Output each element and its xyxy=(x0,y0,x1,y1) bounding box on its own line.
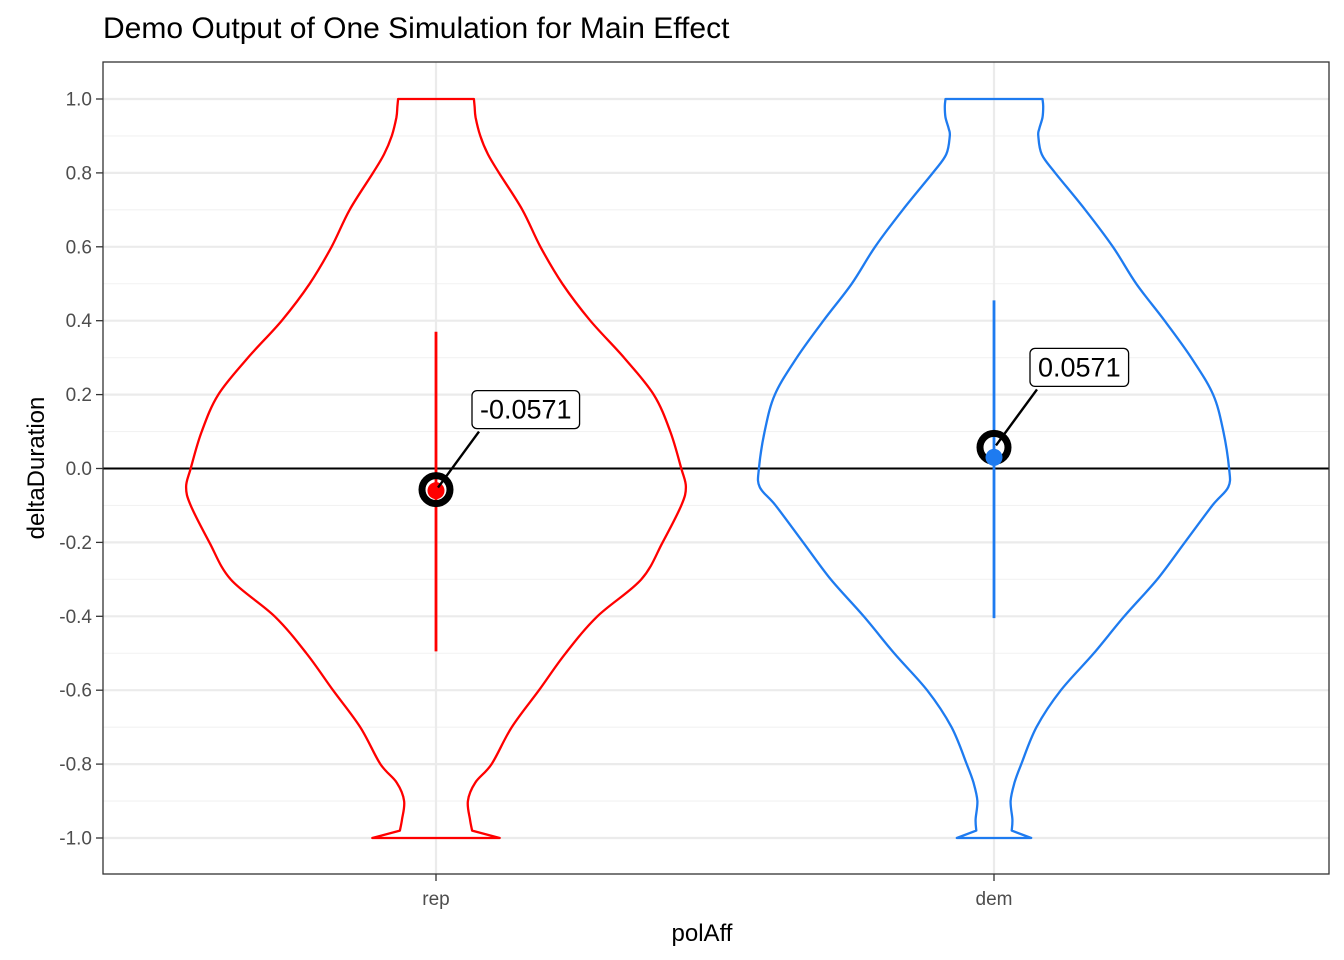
y-tick-label: -0.8 xyxy=(59,755,92,776)
y-tick-label: 1.0 xyxy=(66,90,92,111)
x-axis: rep dem xyxy=(422,874,1012,910)
value-label-box-rep xyxy=(471,389,581,430)
y-tick-label: 0.6 xyxy=(66,237,92,258)
x-axis-title: polAff xyxy=(672,920,733,947)
y-tick-label: -0.4 xyxy=(59,607,92,628)
mean-point-rep xyxy=(427,482,445,500)
mean-point-dem xyxy=(985,448,1003,466)
violin-group xyxy=(184,97,1232,840)
y-tick-label: 0.8 xyxy=(66,163,92,184)
y-axis-title: deltaDuration xyxy=(23,397,50,540)
x-tick-label: dem xyxy=(976,889,1013,910)
label-leader-rep xyxy=(437,430,480,489)
value-label-box-dem xyxy=(1029,347,1130,388)
y-tick-label: -1.0 xyxy=(59,829,92,850)
y-tick-label: -0.6 xyxy=(59,681,92,702)
label-leader-dem xyxy=(995,388,1038,447)
highlight-circle-rep xyxy=(418,472,454,508)
y-tick-label: -0.2 xyxy=(59,533,92,554)
violin-rep xyxy=(184,97,688,840)
y-tick-label: 0.2 xyxy=(66,385,92,406)
y-tick-label: 0.0 xyxy=(66,459,92,480)
value-label-rep: -0.0571 xyxy=(480,395,572,425)
point-range-group: -0.0571 0.0571 xyxy=(418,300,1130,652)
violin-dem xyxy=(756,97,1232,840)
x-tick-label: rep xyxy=(422,889,449,910)
chart-title: Demo Output of One Simulation for Main E… xyxy=(103,12,730,45)
y-tick-label: 0.4 xyxy=(66,311,93,332)
value-label-dem: 0.0571 xyxy=(1038,352,1121,382)
y-axis: 1.0 0.8 0.6 0.4 0.2 0.0 -0.2 -0.4 -0.6 -0.8 -1.0 xyxy=(59,90,103,850)
